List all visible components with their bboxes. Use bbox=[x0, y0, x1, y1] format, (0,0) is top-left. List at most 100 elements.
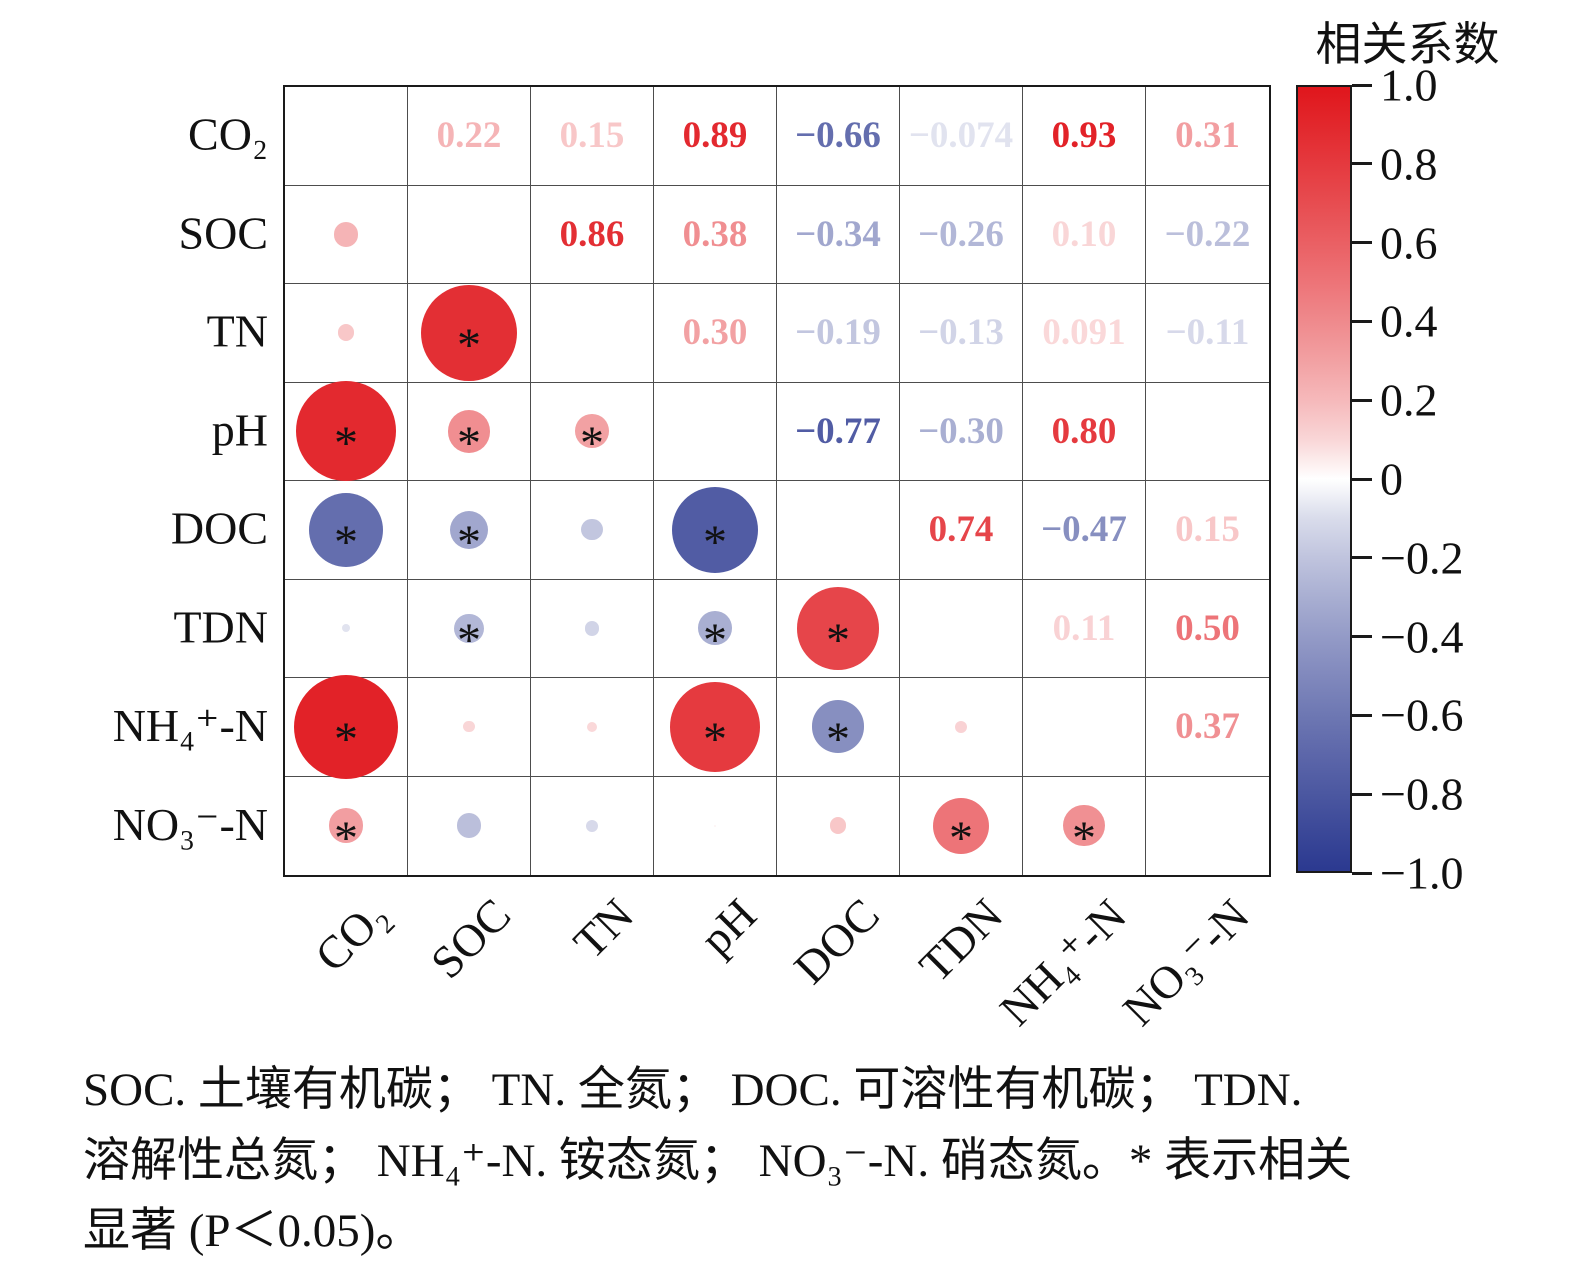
colorbar-tick-mark bbox=[1352, 635, 1372, 639]
matrix-cell-co2-nh4-n: 0.93 bbox=[1023, 87, 1146, 186]
matrix-cell-co2-co2 bbox=[285, 87, 408, 186]
matrix-cell-co2-tn: 0.15 bbox=[531, 87, 654, 186]
colorbar-tick-mark bbox=[1352, 241, 1372, 245]
row-label-tn: TN bbox=[206, 305, 268, 357]
col-label-co2: CO₂ bbox=[304, 888, 398, 982]
correlation-circle bbox=[586, 721, 598, 732]
matrix-cell-nh4-n-soc bbox=[408, 678, 531, 777]
correlation-value: −0.19 bbox=[795, 312, 881, 354]
matrix-cell-tn-nh4-n: 0.091 bbox=[1023, 284, 1146, 383]
correlation-value: 0.89 bbox=[682, 115, 748, 157]
correlation-value: 0.38 bbox=[682, 213, 748, 255]
correlation-value: 0.30 bbox=[682, 312, 748, 354]
correlation-value: −0.26 bbox=[918, 213, 1004, 255]
significance-asterisk: * bbox=[703, 515, 727, 569]
matrix-cell-ph-tdn: −0.30 bbox=[900, 382, 1023, 481]
colorbar-title: 相关系数 bbox=[1315, 19, 1500, 70]
matrix-cell-ph-tn: * bbox=[531, 382, 654, 481]
matrix-cell-co2-doc: −0.66 bbox=[777, 87, 900, 186]
correlation-circle bbox=[337, 324, 355, 342]
correlation-value: 0.091 bbox=[1042, 312, 1126, 354]
matrix-cell-no3-n-tdn: * bbox=[900, 776, 1023, 875]
colorbar-tick-mark bbox=[1352, 713, 1372, 717]
row-label-doc: DOC bbox=[170, 502, 268, 554]
colorbar-tick-label: −0.4 bbox=[1380, 611, 1464, 663]
correlation-value: −0.34 bbox=[795, 213, 881, 255]
correlation-circle bbox=[420, 284, 518, 381]
caption-line-2: 溶解性总氮； NH₄⁺-N. 铵态氮； NO₃⁻-N. 硝态氮。* 表示相关 bbox=[83, 1134, 1353, 1187]
col-label-soc: SOC bbox=[420, 888, 521, 989]
correlation-circle bbox=[575, 414, 609, 449]
matrix-cell-co2-no3-n: 0.31 bbox=[1146, 87, 1269, 186]
matrix-cell-ph-doc: −0.77 bbox=[777, 382, 900, 481]
significance-asterisk: * bbox=[457, 417, 481, 471]
matrix-cell-soc-co2 bbox=[285, 185, 408, 284]
correlation-circle bbox=[449, 510, 489, 549]
matrix-cell-soc-no3-n: −0.22 bbox=[1146, 186, 1269, 284]
significance-asterisk: * bbox=[334, 712, 358, 766]
matrix-cell-tdn-tdn bbox=[900, 579, 1023, 678]
correlation-value: −0.074 bbox=[908, 115, 1014, 157]
correlation-circle bbox=[811, 700, 865, 754]
correlation-circle bbox=[713, 824, 717, 827]
matrix-cell-co2-soc: 0.22 bbox=[408, 87, 531, 186]
matrix-cell-no3-n-no3-n bbox=[1146, 777, 1269, 876]
colorbar-tick-label: 0.8 bbox=[1380, 138, 1438, 190]
correlation-value: −0.22 bbox=[1164, 213, 1251, 255]
row-label-ph: pH bbox=[211, 404, 268, 456]
correlation-value: −0.66 bbox=[795, 115, 881, 157]
correlation-circle bbox=[341, 624, 351, 633]
correlation-value: 0.93 bbox=[1051, 115, 1117, 157]
matrix-cell-tn-no3-n: −0.11 bbox=[1146, 284, 1269, 383]
significance-asterisk: * bbox=[826, 712, 850, 766]
matrix-cell-co2-ph: 0.89 bbox=[654, 87, 777, 186]
matrix-cell-tn-tdn: −0.13 bbox=[900, 284, 1023, 383]
matrix-cell-doc-doc bbox=[777, 481, 900, 580]
significance-asterisk: * bbox=[580, 417, 604, 471]
matrix-cell-doc-no3-n: 0.15 bbox=[1146, 481, 1269, 580]
correlation-circle bbox=[933, 797, 989, 854]
colorbar-tick-label: 0 bbox=[1380, 453, 1403, 505]
matrix-grid: 0.22 0.15 0.89 −0.66 −0.074 0.93 0.31 0.86 0.38 −… bbox=[283, 85, 1271, 877]
colorbar-tick-mark bbox=[1352, 83, 1372, 87]
matrix-cell-tn-co2 bbox=[285, 284, 408, 383]
correlation-value: 0.10 bbox=[1051, 213, 1117, 255]
caption: SOC. 土壤有机碳； TN. 全氮； DOC. 可溶性有机碳； TDN. 溶解… bbox=[83, 1055, 1533, 1267]
significance-asterisk: * bbox=[457, 318, 481, 372]
row-label-co2: CO₂ bbox=[188, 108, 268, 160]
colorbar-tick-mark bbox=[1352, 477, 1372, 481]
matrix-cell-tn-soc: * bbox=[408, 284, 531, 383]
matrix-cell-doc-co2: * bbox=[285, 481, 408, 580]
significance-asterisk: * bbox=[949, 811, 973, 865]
matrix-cell-tdn-co2 bbox=[285, 579, 408, 678]
matrix-cell-ph-soc: * bbox=[408, 382, 531, 481]
matrix-cell-tdn-soc: * bbox=[408, 579, 531, 678]
matrix-cell-nh4-n-ph: * bbox=[654, 678, 777, 777]
matrix-cell-soc-soc bbox=[408, 185, 531, 284]
correlation-circle bbox=[585, 819, 599, 832]
significance-asterisk: * bbox=[457, 515, 481, 569]
correlation-circle bbox=[671, 486, 759, 573]
correlation-circle bbox=[670, 681, 760, 772]
correlation-circle bbox=[1063, 805, 1105, 847]
colorbar-tick-mark bbox=[1352, 319, 1372, 323]
correlation-value: −0.77 bbox=[795, 410, 881, 452]
row-label-no3-n: NO₃⁻-N bbox=[112, 798, 268, 850]
matrix-cell-nh4-n-tdn bbox=[900, 678, 1023, 777]
correlation-value: −0.47 bbox=[1041, 509, 1127, 551]
matrix-cell-tdn-tn bbox=[531, 579, 654, 678]
matrix-cell-tdn-no3-n: 0.50 bbox=[1146, 580, 1269, 678]
colorbar-tick-label: 0.4 bbox=[1380, 295, 1438, 347]
matrix-cell-nh4-n-tn bbox=[531, 678, 654, 777]
colorbar-tick-label: −0.6 bbox=[1380, 689, 1464, 741]
matrix-cell-doc-nh4-n: −0.47 bbox=[1023, 481, 1146, 580]
correlation-circle bbox=[829, 817, 847, 835]
correlation-value: 0.74 bbox=[928, 509, 994, 551]
significance-asterisk: * bbox=[457, 614, 481, 668]
significance-asterisk: * bbox=[703, 614, 727, 668]
colorbar-tick-label: −1.0 bbox=[1380, 847, 1464, 899]
matrix-cell-tn-ph: 0.30 bbox=[654, 284, 777, 383]
colorbar-tick-mark bbox=[1352, 792, 1372, 796]
matrix-cell-tdn-ph: * bbox=[654, 579, 777, 678]
colorbar-tick-mark bbox=[1352, 871, 1372, 875]
